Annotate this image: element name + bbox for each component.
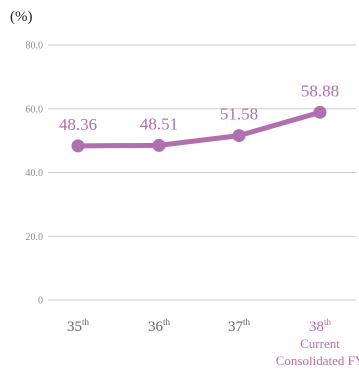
value-labels: 48.36 48.51 51.58 58.88	[59, 81, 339, 134]
y-tick-label: 40.0	[26, 168, 44, 179]
series-line-group	[75, 109, 323, 149]
grid-lines	[48, 44, 356, 301]
x-tick-label: 36th	[148, 317, 171, 335]
x-tick-sublabel: Current	[300, 336, 340, 351]
data-label: 48.51	[140, 114, 178, 133]
data-point	[71, 139, 85, 153]
y-tick-label: 0	[38, 296, 43, 307]
y-tick-label: 80.0	[26, 41, 44, 52]
x-tick-label: 38th	[309, 317, 332, 335]
y-tick-label: 60.0	[26, 104, 44, 115]
x-tick-label: 37th	[228, 317, 251, 335]
x-tick-label: 35th	[67, 317, 90, 335]
data-points	[71, 105, 327, 153]
data-label: 58.88	[301, 81, 339, 100]
data-label: 48.36	[59, 115, 97, 134]
data-point	[232, 129, 246, 143]
y-tick-label: 20.0	[26, 232, 44, 243]
y-tick-labels: 0 20.0 40.0 60.0 80.0	[26, 41, 44, 307]
data-point	[152, 138, 166, 152]
x-tick-sublabel: Consolidated FY	[276, 353, 359, 368]
data-point	[313, 105, 327, 119]
data-label: 51.58	[220, 105, 258, 124]
y-unit-label: (%)	[10, 9, 33, 25]
series-line	[75, 109, 323, 149]
